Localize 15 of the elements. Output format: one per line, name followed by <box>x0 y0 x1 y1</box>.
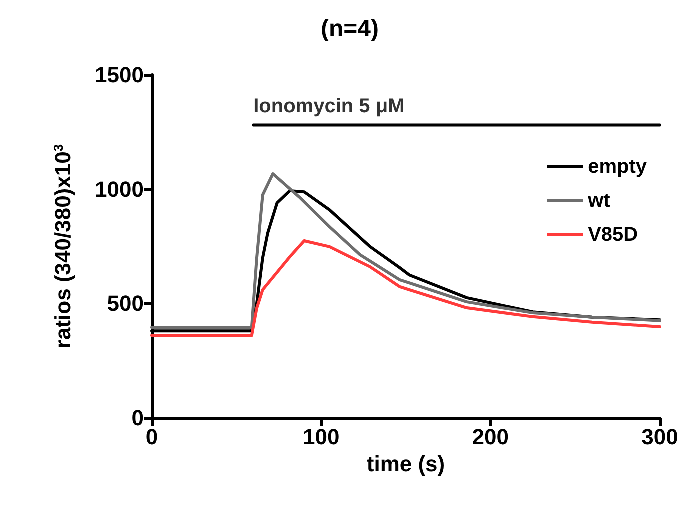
x-tick-label: 100 <box>302 424 340 450</box>
y-tick-label: 1500 <box>95 62 144 88</box>
chart-title: (n=4) <box>320 16 380 42</box>
y-tick-label: 1000 <box>95 176 144 202</box>
legend-label: V85D <box>588 224 638 246</box>
y-tick-label: 500 <box>107 291 144 316</box>
x-axis-title: time (s) <box>366 451 446 476</box>
x-tick-label: 200 <box>472 424 510 450</box>
x-tick-label: 300 <box>642 424 678 450</box>
y-axis-title: ratios (340/380)x103 <box>50 144 76 349</box>
legend-label: wt <box>587 190 611 212</box>
line-series <box>150 240 662 338</box>
y-tick-label: 0 <box>132 406 144 430</box>
annotation: Ionomycin 5 μM <box>254 95 405 118</box>
legend-label: empty <box>588 156 648 178</box>
